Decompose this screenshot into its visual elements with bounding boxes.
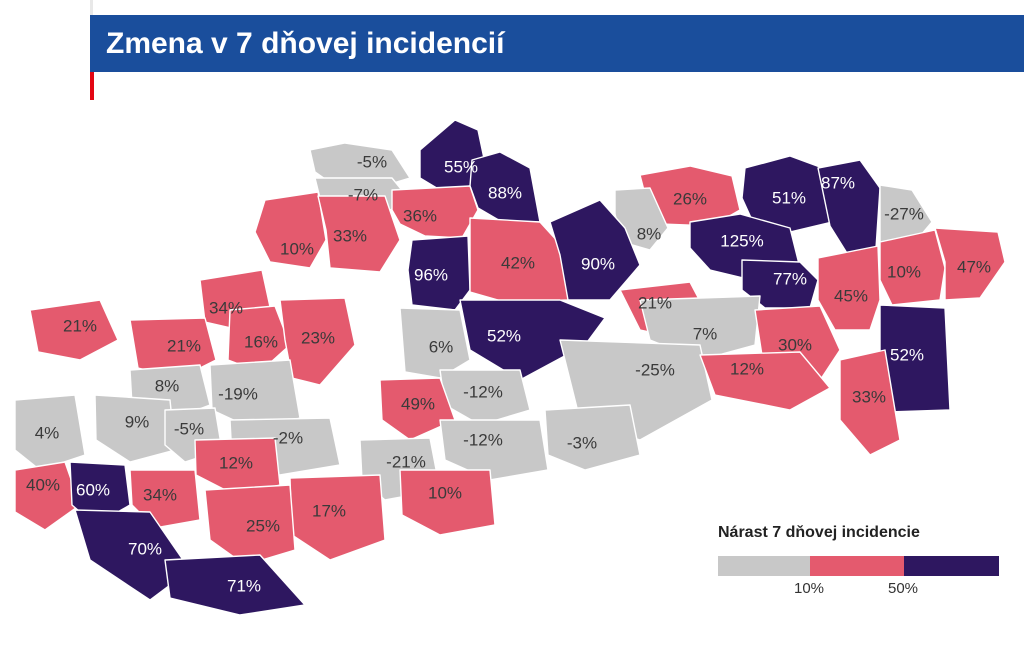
district-value-label: 10% (428, 483, 462, 502)
district-value-label: -7% (348, 185, 378, 204)
legend-swatch-low (718, 556, 810, 576)
district-value-label: 17% (312, 501, 346, 520)
district-region (699, 351, 831, 411)
accent-tick (90, 72, 94, 100)
district-value-label: 55% (444, 157, 478, 176)
district-region (817, 245, 881, 331)
district-region (164, 554, 306, 616)
district-value-label: 8% (155, 376, 180, 395)
district-value-label: 71% (227, 576, 261, 595)
district-region (379, 377, 456, 441)
district-value-label: 60% (76, 480, 110, 499)
district-value-label: 10% (887, 262, 921, 281)
district-value-label: 96% (414, 265, 448, 284)
district-region (399, 469, 496, 536)
district-value-label: 12% (730, 359, 764, 378)
header-top-rule (90, 0, 1024, 15)
district-value-label: 40% (26, 475, 60, 494)
district-region (317, 195, 401, 273)
district-value-label: 42% (501, 253, 535, 272)
district-value-label: 7% (693, 324, 718, 343)
district-value-label: -5% (174, 419, 204, 438)
district-value-label: 125% (720, 231, 763, 250)
district-value-label: 21% (638, 293, 672, 312)
district-value-label: 12% (219, 453, 253, 472)
district-value-label: 45% (834, 286, 868, 305)
legend-tick-10: 10% (794, 580, 825, 597)
district-value-label: -19% (218, 384, 258, 403)
district-region (254, 191, 327, 269)
district-region (934, 227, 1006, 301)
district-value-label: 70% (128, 539, 162, 558)
district-value-label: 10% (280, 239, 314, 258)
legend-title: Nárast 7 dňovej incidencie (718, 524, 920, 541)
district-value-label: -12% (463, 382, 503, 401)
district-value-label: 47% (957, 257, 991, 276)
district-region (439, 419, 549, 481)
district-region (279, 297, 356, 386)
legend-swatch-mid (810, 556, 904, 576)
district-region (204, 484, 296, 566)
district-value-label: 16% (244, 332, 278, 351)
district-value-label: 87% (821, 173, 855, 192)
district-value-label: 49% (401, 394, 435, 413)
district-value-label: 52% (890, 345, 924, 364)
district-value-label: 30% (778, 335, 812, 354)
district-value-label: 25% (246, 516, 280, 535)
district-value-label: 23% (301, 328, 335, 347)
district-region (399, 307, 471, 379)
district-region (29, 299, 119, 361)
district-value-label: 34% (209, 298, 243, 317)
legend: Nárast 7 dňovej incidencie 10% 50% (718, 524, 1003, 604)
district-region (839, 349, 901, 456)
district-region (227, 305, 291, 373)
district-value-label: 52% (487, 326, 521, 345)
district-region (544, 404, 641, 471)
district-value-label: 9% (125, 412, 150, 431)
district-value-label: 90% (581, 254, 615, 273)
district-value-label: 26% (673, 189, 707, 208)
district-value-label: 77% (773, 269, 807, 288)
district-region (94, 394, 176, 463)
district-value-label: 21% (167, 336, 201, 355)
district-value-label: 4% (35, 423, 60, 442)
legend-swatch-high (904, 556, 999, 576)
district-region (391, 185, 479, 239)
district-region (741, 155, 833, 233)
district-value-label: 6% (429, 337, 454, 356)
district-region (14, 461, 81, 531)
district-value-label: -12% (463, 430, 503, 449)
district-value-label: -5% (357, 152, 387, 171)
district-value-label: 21% (63, 316, 97, 335)
page-title: Zmena v 7 dňovej incidencií (90, 15, 1024, 72)
district-value-label: 51% (772, 188, 806, 207)
district-value-label: -21% (386, 452, 426, 471)
district-value-label: -25% (635, 360, 675, 379)
district-value-label: 88% (488, 183, 522, 202)
district-value-label: -3% (567, 433, 597, 452)
district-value-label: -27% (884, 204, 924, 223)
legend-tick-50: 50% (888, 580, 919, 597)
district-value-label: -2% (273, 428, 303, 447)
district-value-label: 36% (403, 206, 437, 225)
district-value-label: 33% (852, 387, 886, 406)
district-value-label: 34% (143, 485, 177, 504)
district-value-label: 33% (333, 226, 367, 245)
district-region (549, 199, 641, 301)
district-value-label: 8% (637, 224, 662, 243)
